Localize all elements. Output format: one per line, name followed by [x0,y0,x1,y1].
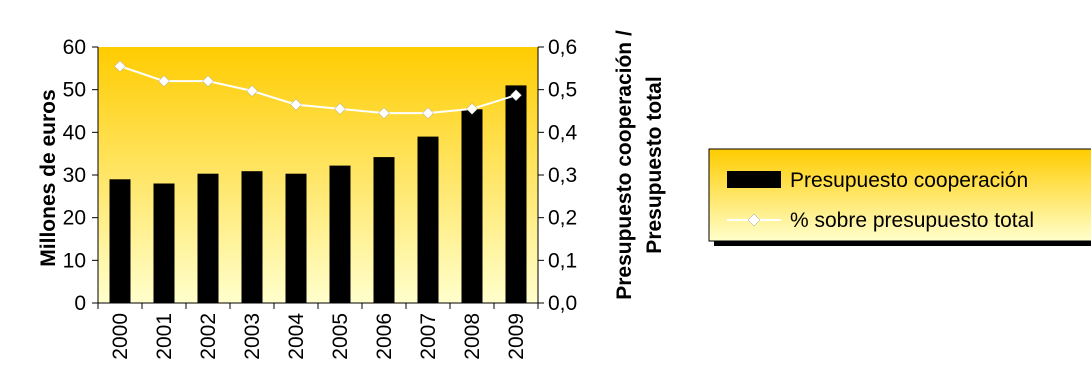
pct-marker-2004 [290,98,302,111]
bar-2007 [417,136,439,303]
y-axis-title-right-line2: Presupuesto total [643,76,666,253]
x-tick-label-2000: 2000 [109,313,132,360]
bar-2001 [153,183,175,303]
right-tick-label: 0,1 [548,249,577,272]
x-tick-label-2009: 2009 [505,313,528,360]
pct-marker-2002 [202,75,214,87]
x-tick-label-2004: 2004 [285,313,308,360]
legend-swatch-bar [727,171,781,188]
legend-box [708,148,1091,242]
bar-2002 [197,173,219,303]
legend-label-line: % sobre presupuesto total [790,209,1034,232]
pct-marker-2008 [466,103,478,115]
pct-marker-2009 [510,89,522,102]
left-tick-label: 50 [63,79,86,102]
y-axis-title-right-line1: Presupuesto cooperación / [613,30,636,300]
x-tick-label-2008: 2008 [461,313,484,360]
left-tick-label: 60 [63,36,86,59]
x-tick-label-2001: 2001 [153,313,176,360]
pct-marker-2007 [422,107,434,119]
right-tick-label: 0,0 [548,292,577,315]
pct-line [119,65,517,115]
bar-2005 [329,165,351,303]
bar-2008 [461,109,483,303]
pct-marker-2006 [378,107,390,119]
left-tick-label: 40 [63,121,86,144]
right-tick-label: 0,4 [548,121,578,144]
pct-marker-2003 [246,85,258,97]
right-tick-label: 0,6 [548,36,577,59]
left-tick-label: 20 [63,207,86,230]
bar-2004 [285,173,307,303]
x-tick-label-2006: 2006 [373,313,396,360]
pct-marker-2001 [158,75,170,87]
x-tick-label-2002: 2002 [197,313,220,360]
bar-2003 [241,171,263,303]
pct-marker-2000 [114,60,126,73]
right-tick-label: 0,5 [548,79,577,102]
bar-2009 [505,85,527,304]
legend: Presupuesto cooperación % sobre presupue… [708,148,1091,246]
left-tick-label: 0 [74,292,86,315]
right-tick-label: 0,3 [548,164,577,187]
pct-marker-2005 [334,103,346,115]
x-tick-label-2007: 2007 [417,313,440,360]
y-axis-title-left: Millones de euros [37,89,60,266]
legend-swatch-marker [747,213,761,227]
right-tick-label: 0,2 [548,207,577,230]
x-tick-label-2005: 2005 [329,313,352,360]
bar-2000 [109,179,131,303]
left-tick-label: 30 [63,164,86,187]
x-tick-label-2003: 2003 [241,313,264,360]
bar-2006 [373,157,395,303]
left-tick-label: 10 [63,249,86,272]
legend-label-bar: Presupuesto cooperación [790,169,1028,192]
